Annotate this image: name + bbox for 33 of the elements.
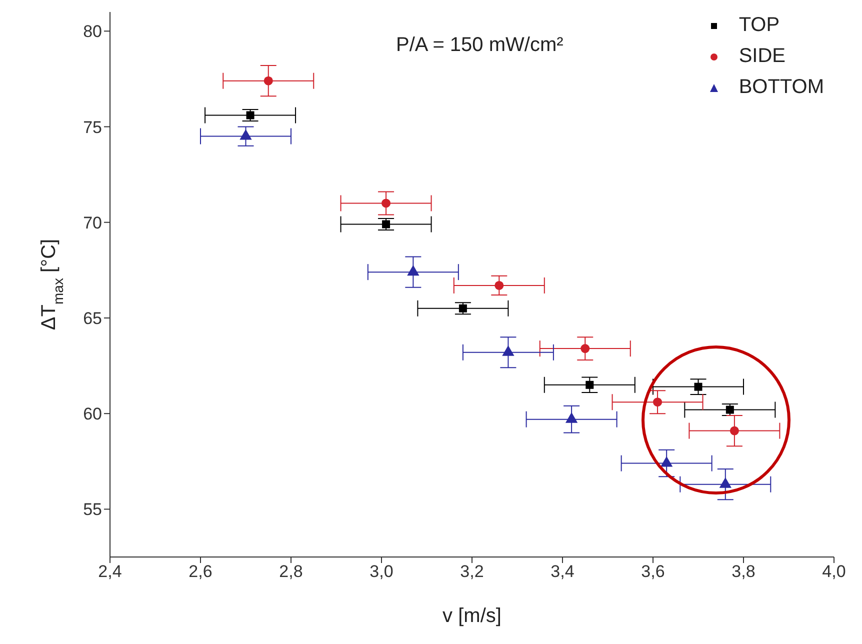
point: [264, 76, 273, 86]
annotation: P/A = 150 mW/cm²: [396, 34, 564, 57]
point: [407, 265, 420, 276]
point: [694, 382, 702, 391]
y-tick-label: 75: [83, 118, 102, 137]
x-tick-label: 3,0: [370, 562, 394, 582]
point: [382, 220, 390, 228]
point: [586, 380, 594, 389]
legend-label: TOP: [738, 14, 780, 37]
point: [246, 111, 254, 120]
y-tick-label: 55: [83, 500, 102, 520]
x-tick-label: 3,6: [641, 562, 665, 582]
x-tick-label: 4,0: [822, 562, 846, 582]
point: [458, 304, 467, 312]
x-tick-label: 3,4: [550, 562, 574, 582]
point: [653, 398, 662, 407]
point: [382, 198, 391, 208]
x-axis-title: v [m/s]: [442, 605, 502, 627]
point: [580, 344, 590, 354]
legend-label: SIDE: [738, 45, 786, 68]
legend-label: BOTTOM: [738, 76, 824, 99]
point: [726, 406, 734, 414]
x-tick-label: 3,2: [460, 562, 484, 582]
y-tick-label: 80: [83, 22, 102, 42]
y-tick-label: 65: [83, 309, 102, 328]
x-tick-label: 2,8: [279, 562, 303, 582]
x-tick-label: 2,6: [188, 562, 212, 582]
y-tick-label: 70: [83, 213, 102, 232]
x-tick-label: 2,4: [98, 562, 122, 582]
y-tick-label: 60: [83, 404, 102, 424]
x-tick-label: 3,8: [732, 562, 756, 582]
point: [730, 426, 739, 436]
point: [494, 280, 504, 290]
